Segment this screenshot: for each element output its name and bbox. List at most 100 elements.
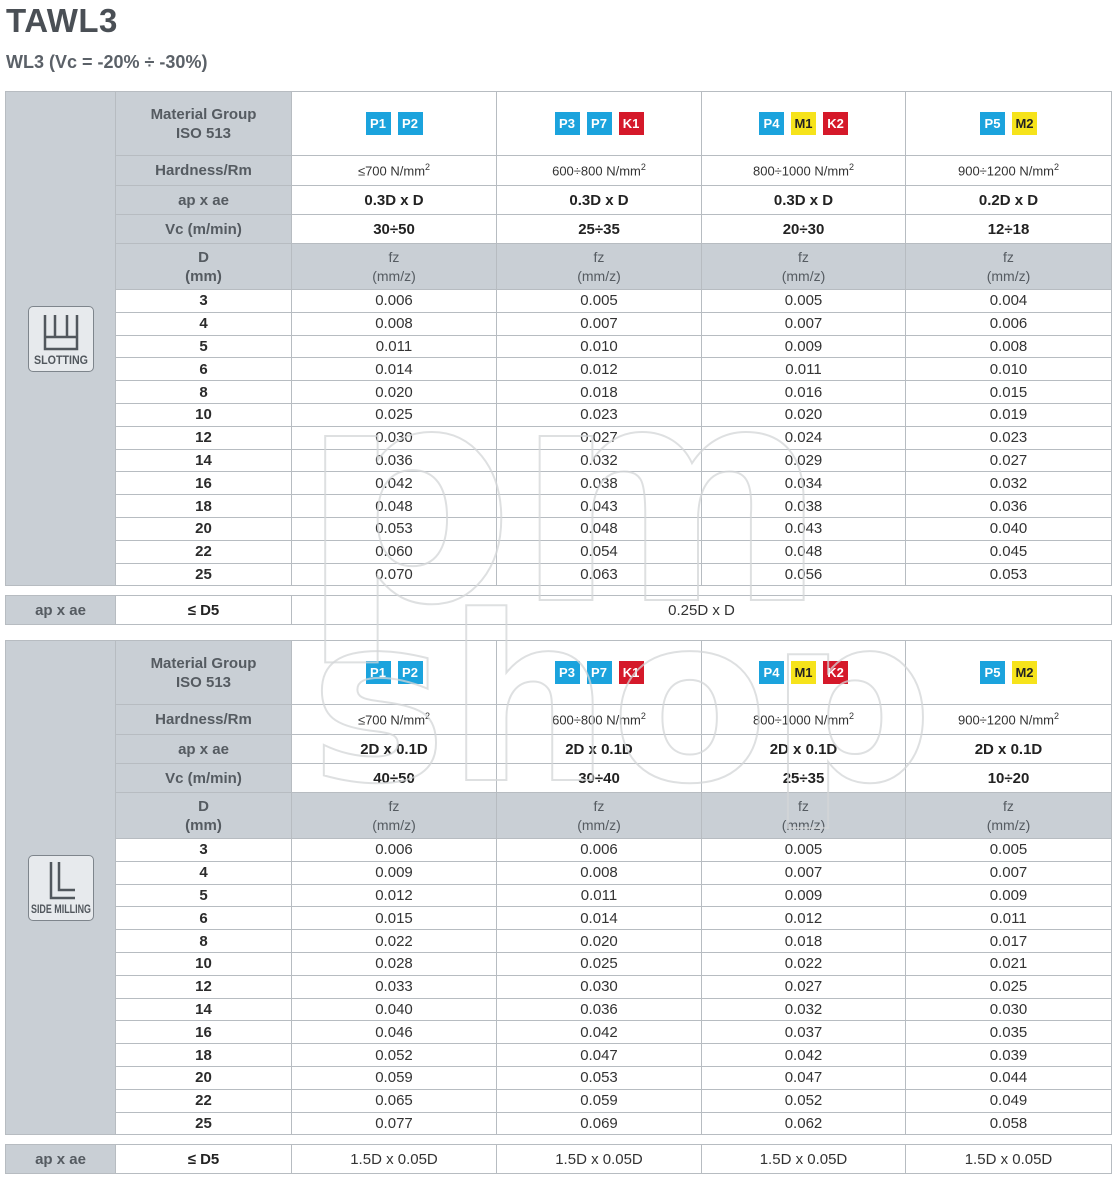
- fz-header: fz (mm/z): [496, 792, 702, 839]
- hardness-text: 600÷800 N/mm: [552, 163, 641, 179]
- hardness-text: 800÷1000 N/mm: [752, 163, 849, 179]
- hardness-value: ≤700 N/mm2: [291, 155, 497, 186]
- footer-ap-ae-value: 1.5D x 0.05D: [291, 1144, 497, 1174]
- table-row: 14 0.040 0.036 0.032 0.030: [6, 997, 1112, 1022]
- fz-value: 0.036: [496, 997, 702, 1022]
- fz-value: 0.038: [701, 494, 906, 518]
- footer-ap-ae-label: ap x ae: [5, 1144, 116, 1174]
- fz-value: 0.007: [701, 311, 906, 336]
- hardness-exponent: 2: [425, 711, 431, 722]
- diameter-value: 16: [115, 471, 292, 496]
- page-title: TAWL3: [6, 2, 118, 39]
- diameter-value: 12: [115, 425, 292, 450]
- ap-ae-value: 2D x 0.1D: [701, 734, 906, 764]
- fz-value: 0.021: [905, 951, 1112, 976]
- table-row: 10 0.028 0.025 0.022 0.021: [6, 951, 1112, 976]
- ap-ae-value: 0.3D x D: [701, 185, 906, 215]
- iso-badge: P2: [397, 661, 423, 684]
- vc-value: 12÷18: [905, 214, 1112, 244]
- iso-badge-group: P5 M2: [907, 661, 1111, 684]
- fz-header: fz (mm/z): [701, 243, 906, 290]
- hardness-value: 900÷1200 N/mm2: [905, 155, 1112, 186]
- fz-header: fz (mm/z): [905, 792, 1112, 839]
- hardness-value: 800÷1000 N/mm2: [701, 155, 906, 186]
- ap-ae-value: 2D x 0.1D: [291, 734, 497, 764]
- diameter-value: 3: [115, 838, 292, 862]
- fz-value: 0.008: [496, 860, 702, 885]
- iso-badge: P3: [554, 112, 580, 135]
- ap-ae-value: 0.3D x D: [496, 185, 702, 215]
- fz-value: 0.039: [905, 1043, 1112, 1067]
- table-row: 4 0.009 0.008 0.007 0.007: [6, 860, 1112, 885]
- footer-ap-ae-label: ap x ae: [5, 595, 116, 625]
- table-row: 25 0.070 0.063 0.056 0.053: [6, 562, 1112, 587]
- fz-value: 0.030: [905, 997, 1112, 1022]
- footer-row: ap x ae ≤ D5 0.25D x D: [5, 595, 1113, 625]
- footer-row-table: ap x ae ≤ D5 1.5D x 0.05D 1.5D x 0.05D 1.5D …: [5, 1144, 1112, 1174]
- fz-value: 0.030: [291, 425, 497, 450]
- fz-value: 0.012: [701, 906, 906, 931]
- vc-label: Vc (m/min): [115, 763, 292, 793]
- footer-row: ap x ae ≤ D5 1.5D x 0.05D 1.5D x 0.05D 1.5D …: [5, 1144, 1112, 1174]
- cutting-data-table: SLOTTING Material Group ISO 513 P1 P2 P3 P7 K1 P…: [5, 90, 1112, 587]
- fz-value: 0.014: [496, 906, 702, 931]
- iso-badge-group: P4 M1 K2: [703, 661, 905, 684]
- fz-value: 0.027: [496, 425, 702, 450]
- fz-value: 0.027: [701, 974, 906, 999]
- hardness-text: 800÷1000 N/mm: [752, 712, 849, 728]
- fz-value: 0.014: [291, 357, 497, 382]
- fz-header: fz (mm/z): [905, 243, 1112, 290]
- hardness-text: 600÷800 N/mm: [552, 712, 641, 728]
- diameter-value: 4: [115, 860, 292, 885]
- fz-value: 0.053: [496, 1065, 702, 1090]
- fz-value: 0.006: [905, 311, 1112, 336]
- fz-value: 0.056: [701, 562, 906, 587]
- fz-value: 0.043: [701, 516, 906, 541]
- page-subtitle: WL3 (Vc = -20% ÷ -30%): [6, 52, 208, 72]
- fz-value: 0.018: [701, 929, 906, 953]
- ap-ae-value: 2D x 0.1D: [905, 734, 1112, 764]
- diameter-header-line: D: [198, 248, 209, 266]
- fz-value: 0.015: [905, 380, 1112, 404]
- fz-value: 0.009: [905, 883, 1112, 908]
- diameter-value: 18: [115, 494, 292, 518]
- fz-value: 0.011: [701, 357, 906, 382]
- ap-ae-value: 2D x 0.1D: [496, 734, 702, 764]
- fz-value: 0.048: [701, 539, 906, 564]
- footer-ap-ae-value: 1.5D x 0.05D: [496, 1144, 702, 1174]
- fz-header: fz (mm/z): [291, 243, 497, 290]
- fz-value: 0.040: [905, 516, 1112, 541]
- footer-row-table: ap x ae ≤ D5 0.25D x D: [5, 595, 1113, 625]
- fz-value: 0.007: [701, 860, 906, 885]
- fz-value: 0.009: [291, 860, 497, 885]
- diameter-value: 25: [115, 562, 292, 587]
- fz-header: fz (mm/z): [291, 792, 497, 839]
- fz-value: 0.070: [291, 562, 497, 587]
- diameter-value: 10: [115, 402, 292, 427]
- hardness-value: ≤700 N/mm2: [291, 704, 497, 735]
- hardness-value: 900÷1200 N/mm2: [905, 704, 1112, 735]
- fz-header-line: (mm/z): [781, 267, 826, 284]
- diameter-value: 25: [115, 1111, 292, 1136]
- diameter-value: 5: [115, 334, 292, 359]
- fz-value: 0.022: [701, 951, 906, 976]
- vc-value: 30÷40: [496, 763, 702, 793]
- slotting-footer-block: ap x ae ≤ D5 0.25D x D: [5, 595, 1113, 625]
- footer-ap-ae-value: 0.25D x D: [290, 595, 1113, 625]
- fz-value: 0.047: [701, 1065, 906, 1090]
- fz-value: 0.008: [905, 334, 1112, 359]
- iso-badge-group: P5 M2: [907, 112, 1111, 135]
- material-group-cell: P5 M2: [905, 91, 1112, 156]
- fz-value: 0.040: [291, 997, 497, 1022]
- slotting-icon: SLOTTING: [27, 305, 94, 372]
- hardness-value: 800÷1000 N/mm2: [701, 704, 906, 735]
- material-group-cell: P5 M2: [905, 640, 1112, 705]
- material-group-label-line: ISO 513: [175, 124, 232, 142]
- table-row: 3 0.006 0.006 0.005 0.005: [6, 838, 1112, 862]
- fz-value: 0.053: [905, 562, 1112, 587]
- fz-value: 0.009: [701, 334, 906, 359]
- fz-value: 0.059: [496, 1088, 702, 1113]
- fz-header-line: fz: [388, 248, 400, 265]
- material-group-label-line: ISO 513: [175, 673, 232, 691]
- iso-badge: K1: [618, 112, 644, 135]
